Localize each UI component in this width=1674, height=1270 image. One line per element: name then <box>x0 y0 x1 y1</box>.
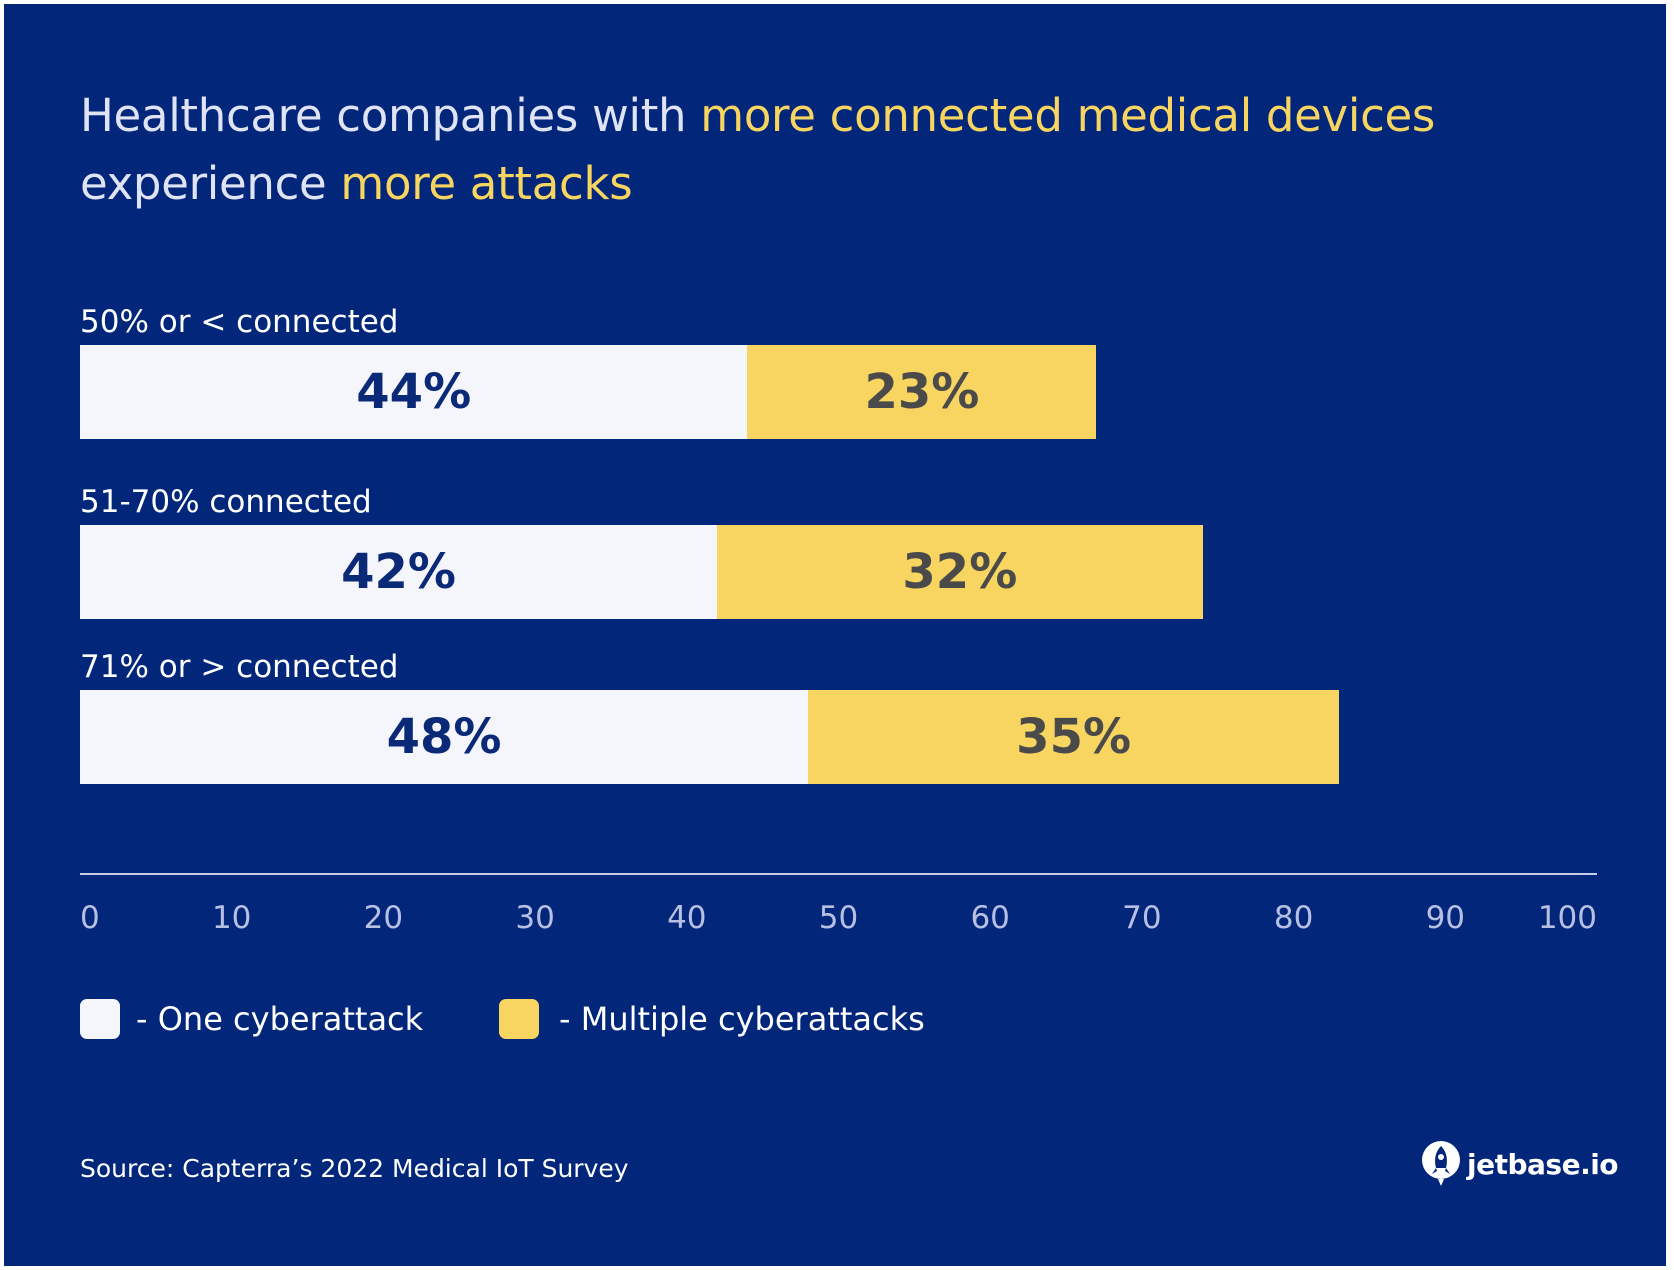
category-label: 51-70% connected <box>80 484 372 520</box>
source-note: Source: Capterra’s 2022 Medical IoT Surv… <box>80 1154 629 1183</box>
x-tick-label: 100 <box>1537 900 1597 936</box>
bar-value-label: 32% <box>902 544 1018 600</box>
title-part-1: Healthcare companies with <box>80 89 701 142</box>
bar-segment-multiple: 23% <box>747 345 1097 439</box>
x-tick-label: 90 <box>1425 900 1466 936</box>
x-tick-label: 70 <box>1122 900 1162 936</box>
title-highlight-1: more connected medical devices <box>700 89 1436 142</box>
x-axis-line <box>80 873 1597 875</box>
title-part-3: experience <box>80 157 341 210</box>
x-tick-label: 30 <box>515 900 555 936</box>
bar-value-label: 42% <box>341 544 456 600</box>
bar-segment-one: 48% <box>80 690 809 784</box>
logo-text: jetbase.io <box>1467 1147 1619 1181</box>
x-tick-label: 40 <box>667 900 707 936</box>
title-highlight-2: more attacks <box>340 157 633 210</box>
bar-value-label: 23% <box>864 364 980 420</box>
x-tick-label: 80 <box>1273 900 1314 936</box>
x-tick-label: 60 <box>970 900 1010 936</box>
bar-value-label: 48% <box>386 709 502 765</box>
bar-segment-multiple: 35% <box>808 690 1340 784</box>
legend-swatch-multiple <box>499 999 539 1039</box>
logo: jetbase.io <box>1421 1140 1619 1188</box>
chart-card: Healthcare companies with more connected… <box>4 4 1666 1266</box>
legend-label-one: - One cyberattack <box>136 1000 424 1038</box>
bar-segment-one: 44% <box>80 345 748 439</box>
category-label: 71% or > connected <box>80 649 399 685</box>
legend-swatch-one <box>80 999 120 1039</box>
chart-title: Healthcare companies with more connected… <box>80 82 1620 218</box>
bar-value-label: 35% <box>1016 709 1132 765</box>
category-label: 50% or < connected <box>80 304 399 340</box>
rocket-icon <box>1422 1141 1460 1186</box>
x-tick-label: 0 <box>80 900 100 936</box>
bar-value-label: 44% <box>356 364 472 420</box>
bar-segment-multiple: 32% <box>717 525 1203 619</box>
x-tick-label: 20 <box>363 900 404 936</box>
bar-segment-one: 42% <box>80 525 718 619</box>
x-tick-label: 50 <box>818 900 859 936</box>
legend-label-multiple: - Multiple cyberattacks <box>559 1000 925 1038</box>
x-tick-label: 10 <box>211 900 252 936</box>
